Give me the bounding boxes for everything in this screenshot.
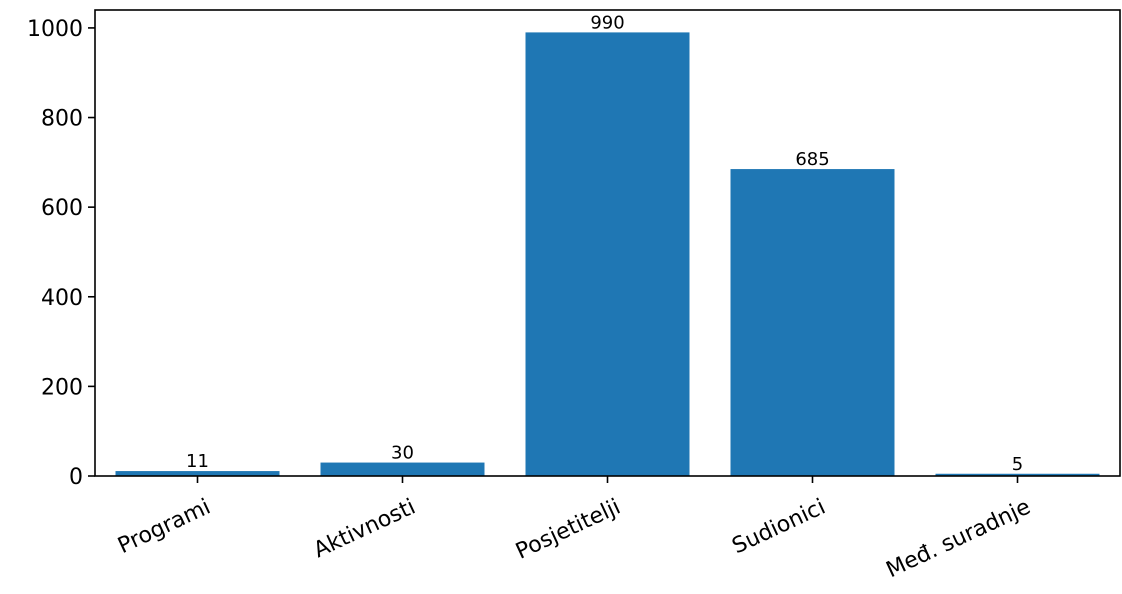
bars-layer	[115, 32, 1100, 477]
data-label: 685	[795, 149, 829, 170]
plot-frame	[94, 9, 1121, 477]
data-label: 11	[186, 451, 209, 472]
bar	[730, 169, 895, 476]
x-tick-label: Sudionici	[729, 495, 830, 560]
data-label: 30	[391, 443, 414, 464]
bar	[320, 462, 485, 476]
y-tick-label: 0	[69, 465, 83, 490]
x-tick-label: Međ. suradnje	[883, 495, 1035, 584]
data-label: 5	[1012, 454, 1023, 475]
x-tick-label: Programi	[114, 495, 214, 559]
x-axis: Programi Aktivnosti Posjetitelji Sudionici M…	[114, 476, 1034, 583]
bar	[115, 471, 280, 476]
x-tick-label: Posjetitelji	[512, 495, 624, 565]
y-tick-label: 1000	[27, 17, 83, 42]
y-tick-label: 400	[41, 286, 83, 311]
y-tick-label: 800	[41, 107, 83, 132]
y-tick-label: 600	[41, 196, 83, 221]
data-label: 990	[590, 12, 624, 33]
y-tick-label: 200	[41, 375, 83, 400]
bar	[935, 473, 1100, 476]
data-labels-layer: 11 30 990 685 5	[186, 12, 1023, 474]
y-axis: 0 200 400 600 800 1000	[27, 17, 95, 490]
bar	[525, 32, 690, 477]
x-tick-label: Aktivnosti	[310, 495, 419, 564]
